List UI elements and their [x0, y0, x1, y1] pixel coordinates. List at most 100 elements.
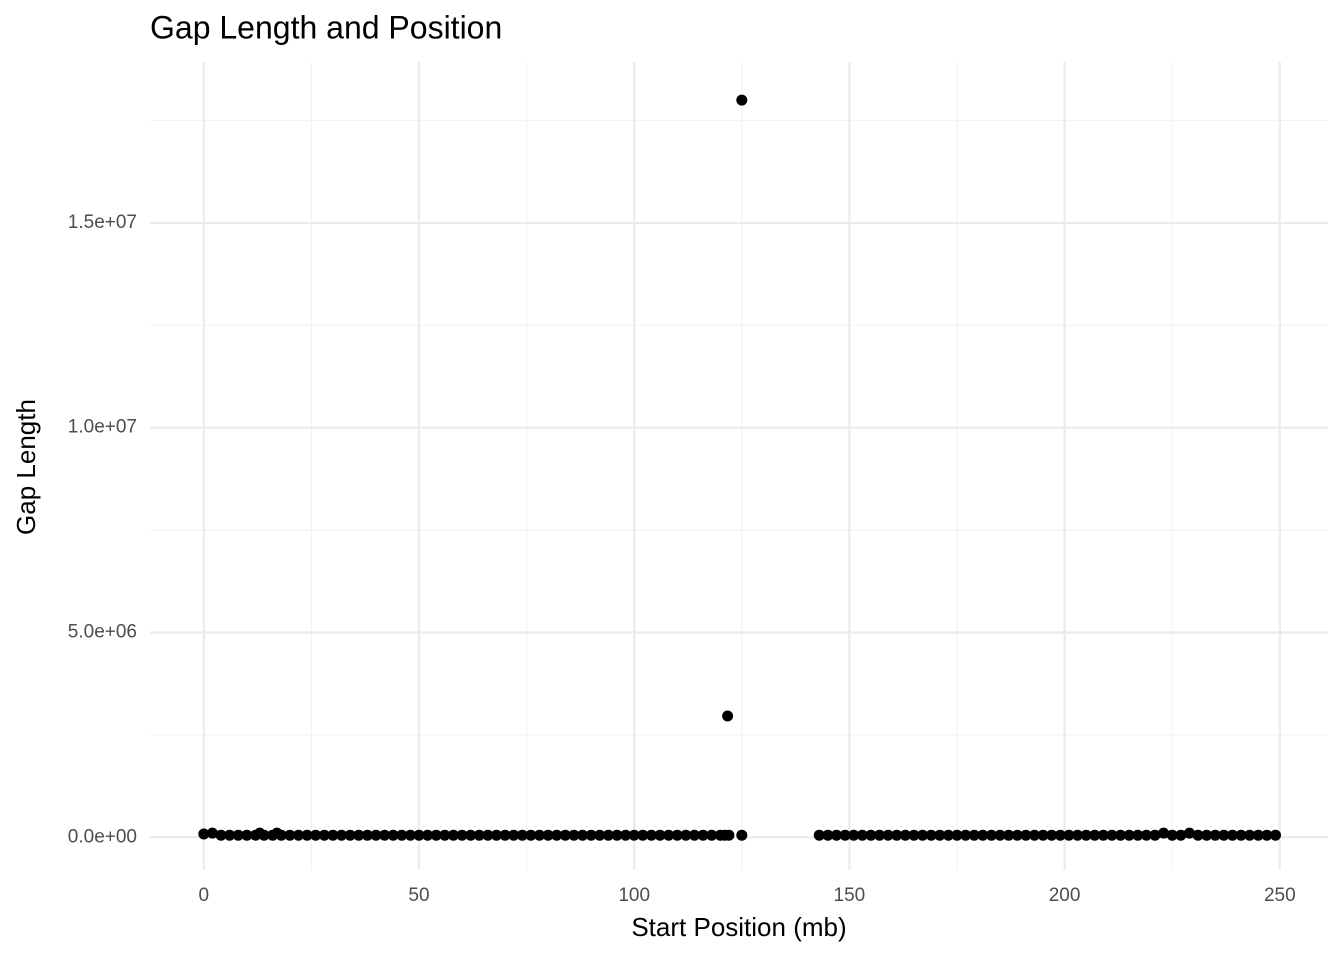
point [224, 829, 236, 841]
point [723, 829, 735, 841]
point [1235, 829, 1247, 841]
point [645, 829, 657, 841]
point [318, 829, 330, 841]
y-tick-label: 1.0e+07 [68, 417, 137, 438]
point [490, 829, 502, 841]
point [671, 829, 683, 841]
point [848, 829, 860, 841]
point [620, 829, 632, 841]
point [1201, 829, 1213, 841]
point [899, 829, 911, 841]
x-tick-label: 100 [618, 885, 650, 906]
point [1132, 829, 1144, 841]
point [1269, 829, 1281, 841]
x-tick-label: 250 [1264, 885, 1296, 906]
point [361, 829, 373, 841]
point [551, 829, 563, 841]
point [585, 829, 597, 841]
point [1063, 829, 1075, 841]
point [456, 829, 468, 841]
point [1140, 829, 1152, 841]
point [663, 829, 675, 841]
point [396, 829, 408, 841]
point [1244, 829, 1256, 841]
point [839, 829, 851, 841]
point [637, 829, 649, 841]
point [688, 829, 700, 841]
point [722, 710, 734, 722]
x-tick-label: 200 [1049, 885, 1081, 906]
point [413, 829, 425, 841]
point [908, 829, 920, 841]
point [813, 829, 825, 841]
point [865, 829, 877, 841]
point [1046, 829, 1058, 841]
point [430, 829, 442, 841]
point [1123, 829, 1135, 841]
point [994, 829, 1006, 841]
point [292, 829, 304, 841]
point [951, 829, 963, 841]
point [1037, 829, 1049, 841]
point [1054, 829, 1066, 841]
point [1226, 829, 1238, 841]
point [611, 829, 623, 841]
y-tick-label: 1.5e+07 [68, 212, 137, 233]
point [508, 829, 520, 841]
point [447, 829, 459, 841]
point [680, 829, 692, 841]
point [1166, 829, 1178, 841]
chart-title: Gap Length and Position [150, 9, 502, 45]
point [327, 829, 339, 841]
point [977, 829, 989, 841]
point [310, 829, 322, 841]
point [942, 829, 954, 841]
point [874, 829, 886, 841]
point [654, 829, 666, 841]
point [1183, 827, 1195, 839]
point [336, 829, 348, 841]
x-tick-label: 150 [834, 885, 866, 906]
point [1115, 829, 1127, 841]
point [1209, 829, 1221, 841]
point [706, 829, 718, 841]
point [1003, 829, 1015, 841]
point [465, 829, 477, 841]
point [1097, 829, 1109, 841]
point [891, 829, 903, 841]
point [602, 829, 614, 841]
point [856, 829, 868, 841]
point [301, 829, 313, 841]
point [577, 829, 589, 841]
point [1106, 829, 1118, 841]
point [1149, 829, 1161, 841]
point [275, 829, 287, 841]
point [960, 829, 972, 841]
point [1028, 829, 1040, 841]
point [1089, 829, 1101, 841]
point [482, 829, 494, 841]
point [206, 827, 218, 839]
point [882, 829, 894, 841]
point [473, 829, 485, 841]
y-tick-label: 5.0e+06 [68, 621, 137, 642]
x-axis-label: Start Position (mb) [631, 912, 846, 942]
point [344, 829, 356, 841]
point [568, 829, 580, 841]
point [934, 829, 946, 841]
point [198, 828, 210, 840]
point [1175, 829, 1187, 841]
point [697, 829, 709, 841]
point [387, 829, 399, 841]
point [925, 829, 937, 841]
point [1158, 827, 1170, 839]
point [353, 829, 365, 841]
point [1072, 829, 1084, 841]
point [628, 829, 640, 841]
point [830, 829, 842, 841]
point [736, 829, 748, 841]
point [968, 829, 980, 841]
point [917, 829, 929, 841]
point [1020, 829, 1032, 841]
